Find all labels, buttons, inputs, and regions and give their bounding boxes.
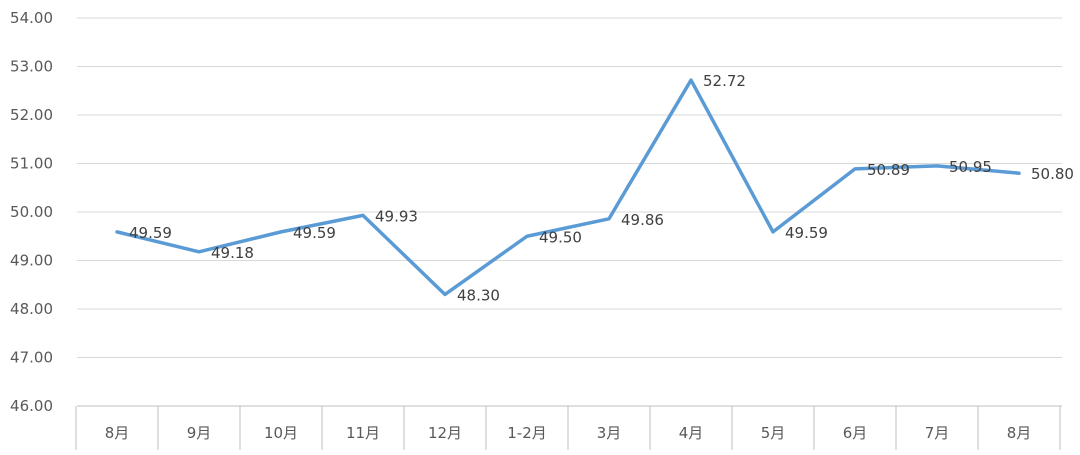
y-tick-label: 47.00: [10, 349, 53, 367]
x-tick-label: 12月: [428, 424, 462, 442]
x-tick-label: 8月: [1007, 424, 1032, 442]
data-label: 49.86: [621, 211, 664, 229]
data-label: 49.93: [375, 207, 418, 225]
y-tick-label: 51.00: [10, 155, 53, 173]
data-label: 49.59: [293, 224, 336, 242]
x-tick-label: 4月: [679, 424, 704, 442]
axes: [75, 405, 1062, 450]
y-tick-label: 46.00: [10, 397, 53, 415]
data-label: 49.59: [785, 224, 828, 242]
x-tick-label: 8月: [105, 424, 130, 442]
y-tick-label: 50.00: [10, 203, 53, 221]
y-tick-label: 53.00: [10, 58, 53, 76]
data-label: 48.30: [457, 286, 500, 304]
data-label: 49.50: [539, 228, 582, 246]
data-label: 52.72: [703, 72, 746, 90]
data-label: 50.80: [1031, 165, 1074, 183]
y-tick-label: 52.00: [10, 106, 53, 124]
x-tick-label: 3月: [597, 424, 622, 442]
data-label: 49.18: [211, 244, 254, 262]
x-tick-label: 11月: [346, 424, 380, 442]
x-tick-label: 1-2月: [507, 424, 547, 442]
data-labels: 49.59 49.18 49.59 49.93 48.30 49.50 49.86 52.72…: [129, 72, 1074, 304]
x-tick-label: 7月: [925, 424, 950, 442]
data-label: 50.95: [949, 158, 992, 176]
gridlines: [77, 17, 1062, 358]
x-axis-tick-labels: 8月 9月 10月 11月 12月 1-2月 3月 4月 5月 6月 7月 8月: [105, 424, 1032, 442]
data-label: 50.89: [867, 161, 910, 179]
y-tick-label: 49.00: [10, 252, 53, 270]
y-tick-label: 54.00: [10, 9, 53, 27]
x-tick-label: 9月: [187, 424, 212, 442]
x-tick-label: 6月: [843, 424, 868, 442]
y-axis-tick-labels: 46.00 47.00 48.00 49.00 50.00 51.00 52.00 53.00…: [10, 9, 53, 415]
data-label: 49.59: [129, 224, 172, 242]
x-tick-label: 10月: [264, 424, 298, 442]
series-layer: [115, 78, 1021, 297]
series-line: [115, 78, 1021, 297]
x-tick-label: 5月: [761, 424, 786, 442]
y-tick-label: 48.00: [10, 300, 53, 318]
